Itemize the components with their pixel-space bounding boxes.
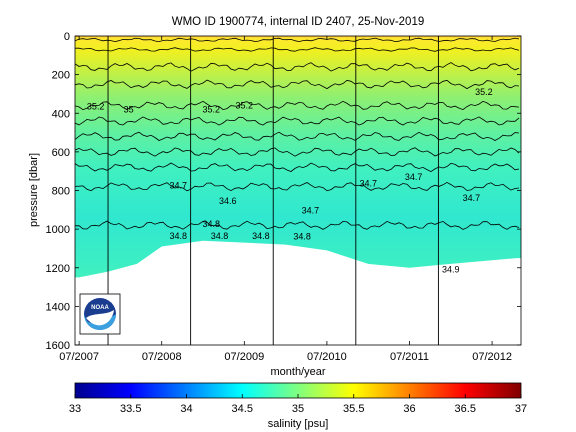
contour-label: 34.8	[211, 231, 229, 241]
contour-labels: 35.2 35 35.2 35.2 35.2 34.7 34.7 34.7 34.7 34.7 34…	[87, 87, 493, 275]
contour-line	[75, 181, 520, 192]
contour-label: 34.7	[463, 193, 481, 203]
contour-label: 34.9	[442, 265, 460, 275]
colorbar-tick-label: 37	[515, 403, 527, 415]
colorbar-tick-label: 35	[292, 403, 304, 415]
colorbar-tick-label: 33	[69, 403, 81, 415]
noaa-logo: NOAA	[79, 293, 121, 335]
x-tick-label: 07/2009	[224, 351, 264, 363]
y-tick-label: 600	[52, 147, 70, 159]
contour-label: 34.8	[293, 232, 311, 242]
contour-line	[75, 100, 520, 111]
contour-label: 35.2	[203, 104, 221, 114]
colorbar-label: salinity [psu]	[268, 418, 329, 430]
contour-label: 35	[124, 104, 134, 114]
x-axis-label: month/year	[270, 366, 325, 378]
contour-label: 34.8	[169, 231, 187, 241]
contour-label: 35.2	[236, 100, 254, 110]
contour-line	[75, 220, 520, 230]
colorbar-tick-label: 33.5	[120, 403, 141, 415]
colorbar-tick-label: 36	[403, 403, 415, 415]
contour-label: 35.2	[475, 87, 493, 97]
contour-line	[75, 79, 520, 90]
y-tick-label: 200	[52, 70, 70, 82]
colorbar-ticks: 33 33.5 34 34.5 35 35.5 36 36.5 37	[69, 394, 527, 415]
contour-line	[75, 47, 520, 52]
contour-label: 35.2	[87, 101, 105, 111]
y-tick-label: 800	[52, 186, 70, 198]
x-tick-label: 07/2012	[472, 351, 512, 363]
salinity-field	[75, 36, 521, 345]
contour-line	[75, 131, 520, 141]
noaa-logo-text: NOAA	[91, 305, 109, 311]
y-axis: 0 200 400 600 800 1000 1200 1400 1600	[46, 31, 521, 352]
contour-line	[75, 37, 520, 43]
contour-label: 34.7	[302, 206, 320, 216]
x-tick-label: 07/2007	[59, 351, 99, 363]
contour-line	[75, 62, 520, 72]
profile-dividers	[107, 36, 439, 345]
y-axis-label: pressure [dbar]	[28, 153, 40, 227]
contour-line	[75, 116, 520, 126]
y-tick-label: 1600	[46, 340, 70, 352]
colorbar-tick-label: 35.5	[343, 403, 364, 415]
y-tick-label: 1400	[46, 301, 70, 313]
contour-label: 34.7	[169, 181, 187, 191]
y-tick-label: 400	[52, 108, 70, 120]
colorbar-tick-label: 36.5	[455, 403, 476, 415]
contour-label: 34.8	[203, 219, 221, 229]
contour-label: 34.8	[252, 231, 270, 241]
contour-label: 34.7	[359, 179, 377, 189]
y-tick-label: 1000	[46, 224, 70, 236]
contour-line	[75, 147, 520, 157]
colorbar-tick-label: 34	[180, 403, 192, 415]
contour-label: 34.7	[405, 172, 423, 182]
y-tick-label: 1200	[46, 263, 70, 275]
contour-label: 34.6	[219, 196, 237, 206]
colorbar-tick-label: 34.5	[232, 403, 253, 415]
chart-title: WMO ID 1900774, internal ID 2407, 25-Nov…	[172, 16, 425, 28]
contour-lines	[75, 37, 520, 230]
x-tick-label: 07/2011	[390, 351, 429, 363]
salinity-field-area	[75, 36, 521, 278]
x-axis: 07/2007 07/2008 07/2009 07/2010 07/2011 07/20…	[59, 36, 512, 363]
contour-line	[75, 162, 520, 173]
x-tick-label: 07/2008	[142, 351, 182, 363]
y-tick-label: 0	[64, 31, 70, 43]
x-tick-label: 07/2010	[307, 351, 347, 363]
